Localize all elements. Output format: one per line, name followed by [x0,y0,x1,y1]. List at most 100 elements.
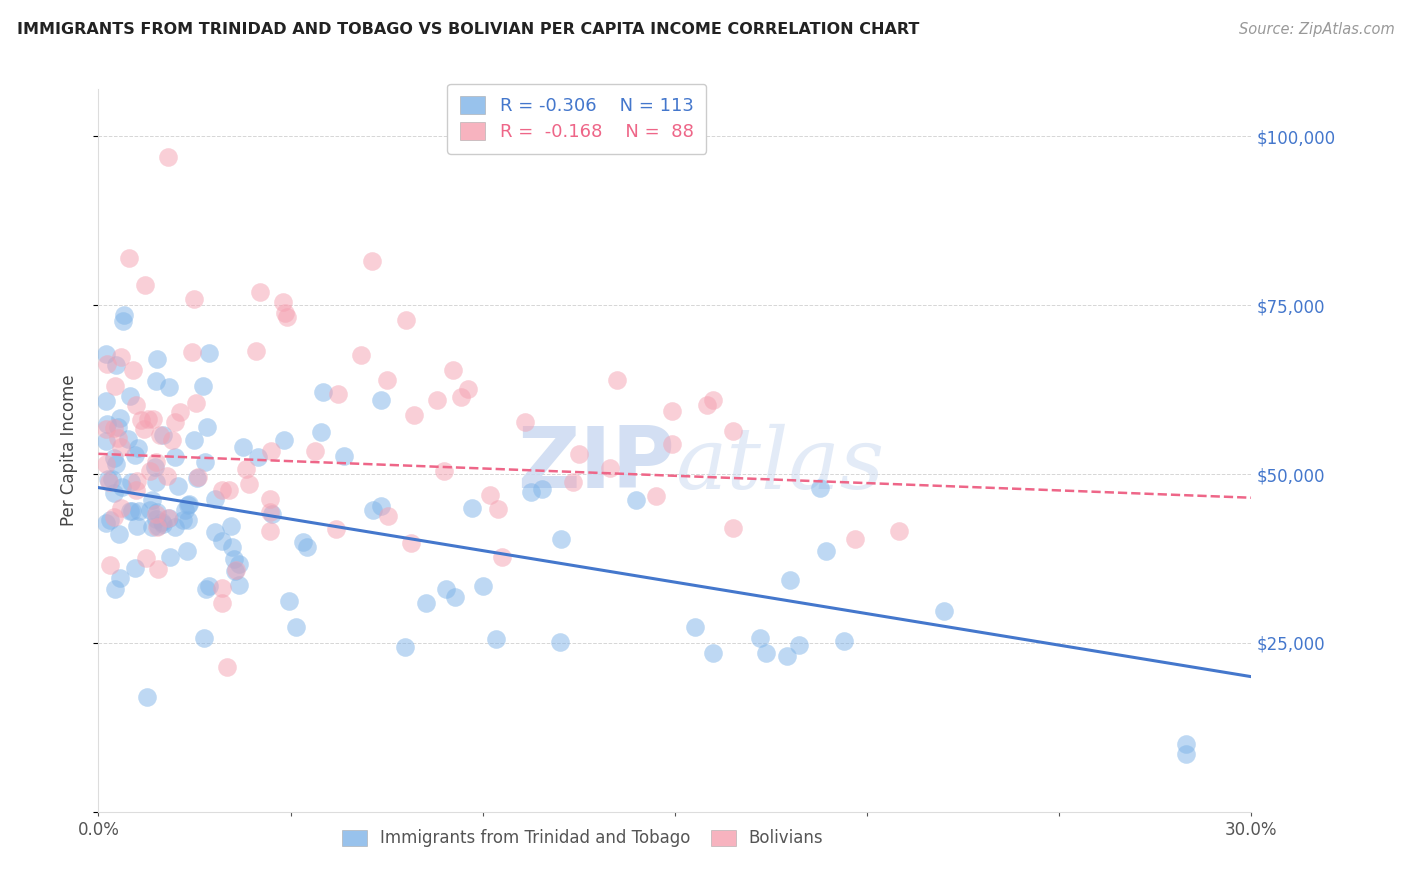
Point [127,519,149,533]
Point [515,416,537,430]
Point [434,582,457,596]
Point [139,502,162,516]
Point [156,468,179,483]
Point [295,540,318,554]
Point [225,563,247,577]
Point [333,449,356,463]
Point [194,455,217,469]
Point [145,454,167,468]
Point [889,524,911,538]
Point [696,398,718,412]
Point [814,543,837,558]
Point [96,417,118,431]
Point [235,462,257,476]
Point [228,557,250,571]
Point [159,511,181,525]
Point [702,646,724,660]
Point [683,620,706,634]
Point [145,507,167,521]
Point [177,513,200,527]
Point [135,551,157,566]
Point [94,434,117,448]
Point [156,150,179,164]
Point [103,510,125,524]
Point [399,536,422,550]
Point [195,582,218,596]
Point [124,448,146,462]
Point [259,524,281,539]
Point [932,604,955,618]
Point [274,306,297,320]
Point [285,620,308,634]
Point [262,507,284,521]
Point [450,390,472,404]
Point [415,596,437,610]
Point [395,312,418,326]
Point [548,634,571,648]
Point [211,533,233,548]
Point [134,422,156,436]
Point [247,450,270,465]
Point [606,373,628,387]
Point [128,504,150,518]
Point [136,412,159,426]
Point [145,475,167,489]
Point [177,498,200,512]
Point [94,422,117,436]
Point [96,357,118,371]
Point [271,294,294,309]
Point [749,632,772,646]
Point [103,486,125,500]
Point [461,501,484,516]
Point [97,472,120,486]
Point [312,384,335,399]
Point [157,380,180,394]
Point [101,472,124,486]
Point [94,457,117,471]
Point [755,646,778,660]
Point [721,521,744,535]
Point [644,489,666,503]
Point [486,502,509,516]
Point [125,475,148,489]
Point [181,345,204,359]
Point [97,475,120,489]
Point [328,387,350,401]
Point [325,522,347,536]
Point [141,492,163,507]
Point [197,346,219,360]
Point [273,433,295,447]
Point [224,552,246,566]
Point [550,532,572,546]
Text: atlas: atlas [675,424,884,507]
Point [107,420,129,434]
Point [309,425,332,439]
Point [278,594,301,608]
Point [183,434,205,448]
Point [363,502,385,516]
Point [215,660,238,674]
Point [112,308,135,322]
Point [94,516,117,530]
Point [121,504,143,518]
Point [245,343,267,358]
Point [204,524,226,539]
Point [143,459,166,474]
Point [110,440,132,454]
Point [478,488,501,502]
Point [568,447,591,461]
Point [139,464,162,478]
Point [169,405,191,419]
Point [721,424,744,438]
Point [121,363,143,377]
Point [211,483,233,497]
Point [108,571,131,585]
Point [224,564,246,578]
Point [127,441,149,455]
Point [260,444,283,458]
Legend: Immigrants from Trinidad and Tobago, Bolivians: Immigrants from Trinidad and Tobago, Bol… [335,822,830,854]
Point [146,520,169,534]
Point [146,351,169,366]
Point [259,505,281,519]
Point [107,431,129,445]
